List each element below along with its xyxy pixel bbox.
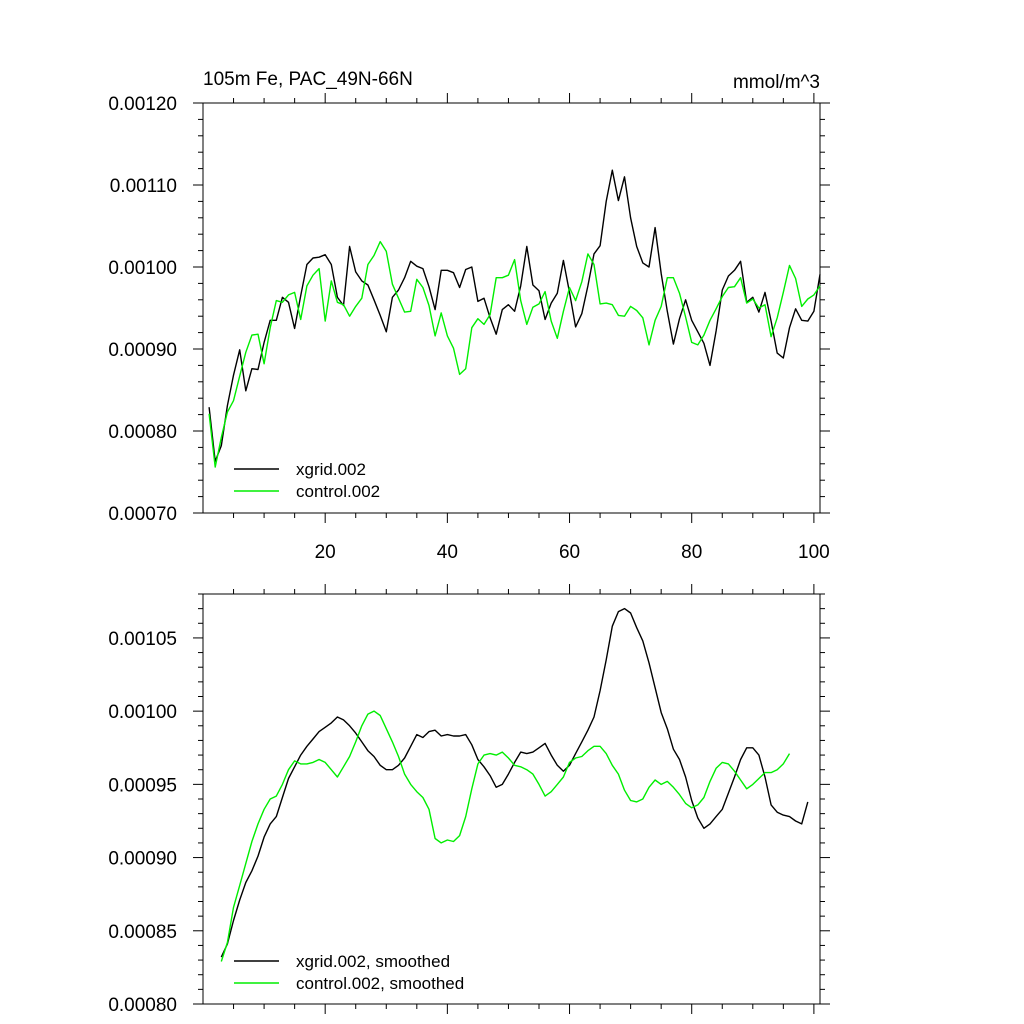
top-panel: 105m Fe, PAC_49N-66N mmol/m^3 20 40 60 80 10… xyxy=(108,69,830,563)
y-tick-label: 0.00120 xyxy=(108,94,177,115)
y-tick-label: 0.00070 xyxy=(108,504,177,525)
top-axis-ticks xyxy=(193,93,830,523)
y-tick-label: 0.00090 xyxy=(108,340,177,361)
series-line-control xyxy=(220,710,791,962)
legend-label: control.002, smoothed xyxy=(296,974,464,993)
bottom-y-tick-labels: 0.00080 0.00085 0.00090 0.00095 0.00100 0.001… xyxy=(108,629,177,1016)
y-tick-label: 0.00105 xyxy=(108,629,177,650)
legend-label: xgrid.002 xyxy=(296,460,366,479)
bottom-panel: 0.00080 0.00085 0.00090 0.00095 0.00100 0.001… xyxy=(108,584,830,1016)
top-legend: xgrid.002 control.002 xyxy=(234,460,380,501)
top-plot-frame xyxy=(202,102,821,514)
y-tick-label: 0.00100 xyxy=(108,702,177,723)
top-series-lines xyxy=(208,169,821,468)
y-tick-label: 0.00110 xyxy=(110,176,177,197)
x-tick-label: 60 xyxy=(559,542,580,563)
y-tick-label: 0.00085 xyxy=(108,922,177,943)
y-tick-label: 0.00090 xyxy=(108,849,177,870)
bottom-series-lines xyxy=(220,607,809,962)
x-tick-label: 40 xyxy=(437,542,458,563)
x-tick-label: 20 xyxy=(315,542,336,563)
bottom-plot-frame xyxy=(202,593,821,1005)
series-line-xgrid xyxy=(220,607,809,958)
top-panel-units: mmol/m^3 xyxy=(733,72,820,93)
legend-label: control.002 xyxy=(296,482,380,501)
legend-label: xgrid.002, smoothed xyxy=(296,952,450,971)
bottom-legend: xgrid.002, smoothed control.002, smoothed xyxy=(234,952,464,993)
bottom-axis-ticks xyxy=(193,584,830,1014)
top-y-tick-labels: 0.00070 0.00080 0.00090 0.00100 0.00110 0.001… xyxy=(108,94,177,525)
y-tick-label: 0.00080 xyxy=(108,422,177,443)
series-line-control xyxy=(208,240,821,468)
x-tick-label: 80 xyxy=(681,542,702,563)
y-tick-label: 0.00080 xyxy=(108,995,177,1016)
series-line-xgrid xyxy=(208,169,821,462)
y-tick-label: 0.00095 xyxy=(108,775,177,796)
x-tick-label: 100 xyxy=(798,542,830,563)
top-panel-title: 105m Fe, PAC_49N-66N xyxy=(203,69,413,90)
top-x-tick-labels: 20 40 60 80 100 xyxy=(315,542,830,563)
y-tick-label: 0.00100 xyxy=(108,258,177,279)
